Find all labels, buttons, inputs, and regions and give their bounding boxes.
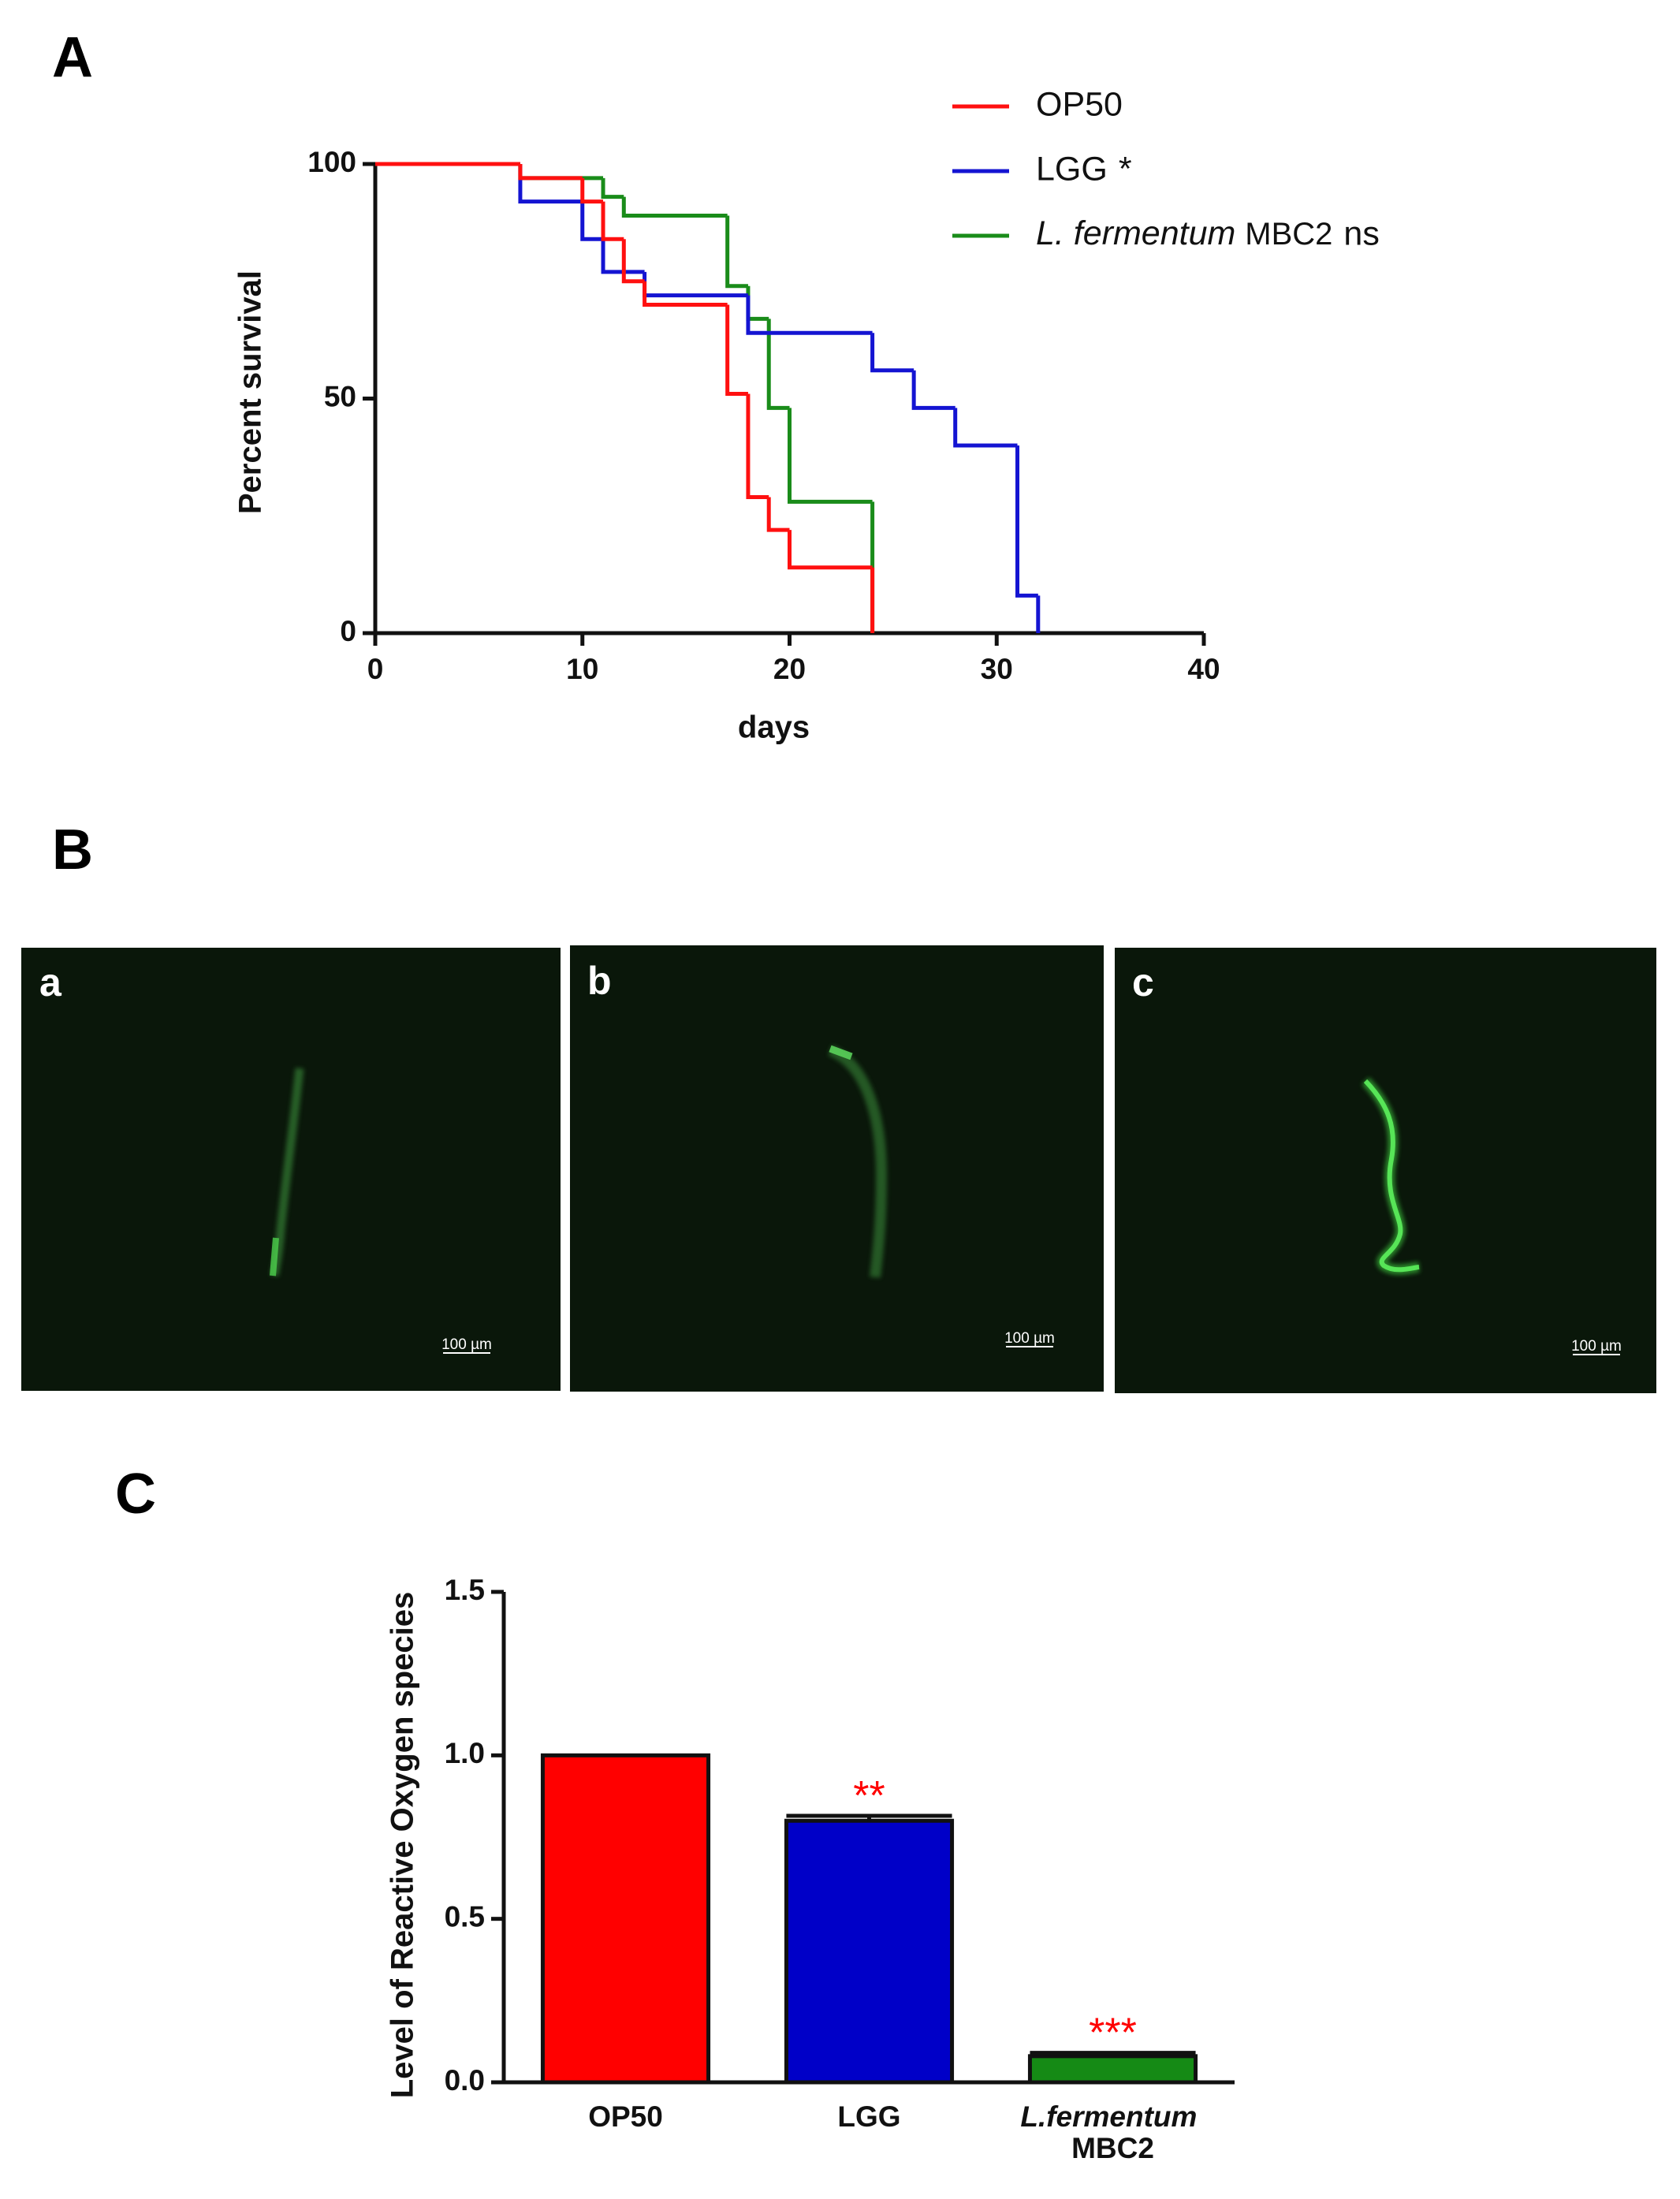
y-tick-label: 0.0	[445, 2064, 485, 2097]
x-tick-label: OP50	[588, 2100, 663, 2133]
survival-step	[580, 177, 604, 204]
y-tick-label: 1.5	[445, 1574, 485, 1606]
bar	[784, 1818, 955, 2085]
x-tick-label: 40	[1187, 653, 1220, 685]
y-tick-label: 100	[307, 146, 356, 178]
survival-step	[621, 239, 645, 284]
x-tick-label: L.fermentum MBC2	[1020, 2100, 1205, 2164]
micrograph: a 100 µm	[21, 948, 561, 1391]
series	[375, 162, 875, 633]
bar	[1027, 2054, 1198, 2085]
error-bar	[786, 1813, 952, 1821]
panel-label: B	[52, 818, 93, 881]
series	[375, 162, 1041, 633]
survival-step	[518, 164, 604, 181]
micrograph: c 100 µm	[1115, 948, 1656, 1393]
significance-label: **	[853, 1773, 885, 1819]
survival-step	[601, 239, 645, 274]
x-tick-label: 0	[367, 653, 384, 685]
worm	[1363, 1079, 1420, 1273]
legend-label: LGG	[1036, 150, 1108, 188]
significance-label: ns	[1343, 214, 1379, 252]
scale-bar-label: 100 µm	[1004, 1330, 1055, 1347]
survival-step	[601, 201, 624, 241]
scale-bar-label: 100 µm	[1571, 1338, 1622, 1355]
survival-step	[788, 408, 873, 504]
legend-label: OP50	[1036, 85, 1123, 123]
error-bar	[1030, 2051, 1196, 2056]
survival-step	[621, 196, 728, 218]
y-axis-title: Level of Reactive Oxygen species	[386, 1592, 420, 2099]
y-tick-label: 0	[340, 615, 356, 647]
scale-bar-label: 100 µm	[441, 1336, 492, 1353]
survival-step	[601, 177, 624, 199]
survival-step	[746, 285, 769, 321]
y-tick-label: 50	[324, 380, 356, 412]
survival-step	[746, 295, 873, 335]
x-tick-label: 30	[981, 653, 1013, 685]
image-background	[570, 945, 1104, 1392]
survival-step	[643, 271, 748, 298]
image-label: a	[39, 960, 62, 1004]
micrograph: b 100 µm	[570, 945, 1104, 1392]
x-axis-title: days	[738, 710, 810, 745]
y-axis-title: Percent survival	[233, 270, 268, 514]
significance-label: ***	[1089, 2010, 1137, 2056]
survival-step	[1015, 445, 1038, 598]
series	[375, 162, 875, 633]
worm-head	[829, 1045, 853, 1060]
survival-step	[725, 304, 748, 397]
x-tick-label: LGG	[837, 2100, 900, 2133]
survival-step	[746, 393, 769, 499]
legend-label: L. fermentum MBC2	[1036, 214, 1332, 252]
worm-tail	[270, 1237, 279, 1277]
survival-step	[518, 164, 583, 181]
panel-label: A	[52, 26, 93, 89]
panel-label: C	[115, 1463, 156, 1526]
y-tick-label: 0.5	[445, 1900, 485, 1933]
survival-step	[643, 281, 728, 307]
survival-step	[953, 408, 1018, 448]
survival-step	[518, 164, 583, 204]
survival-step	[870, 333, 915, 373]
x-tick-label: 10	[566, 653, 598, 685]
bar	[540, 1753, 711, 2085]
survival-step	[766, 319, 790, 410]
image-label: c	[1132, 960, 1154, 1004]
survival-step	[725, 215, 748, 289]
survival-step	[788, 530, 873, 570]
significance-label: *	[1119, 150, 1132, 188]
survival-step	[911, 370, 955, 410]
x-tick-label: 20	[773, 653, 806, 685]
worm	[828, 1045, 888, 1278]
image-label: b	[587, 959, 612, 1003]
survival-step	[580, 201, 604, 241]
y-tick-label: 1.0	[445, 1737, 485, 1769]
survival-step	[766, 497, 790, 532]
